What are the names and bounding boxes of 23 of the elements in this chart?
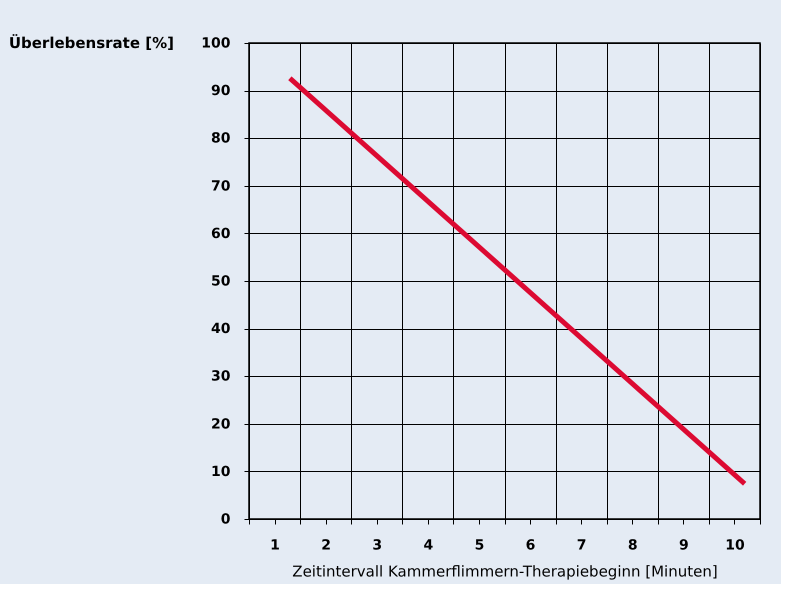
x-tick-label: 1 bbox=[270, 538, 280, 554]
y-tick-label: 60 bbox=[211, 226, 231, 242]
y-tick-label: 100 bbox=[201, 36, 231, 52]
y-tick-label: 20 bbox=[211, 416, 231, 432]
y-tick-label: 80 bbox=[211, 130, 231, 147]
y-tick-label: 40 bbox=[211, 321, 231, 338]
x-tick-label: 2 bbox=[321, 538, 332, 554]
y-tick-label: 90 bbox=[211, 83, 231, 100]
y-tick-label: 0 bbox=[220, 512, 231, 528]
y-axis-title: Überlebensrate [%] bbox=[8, 34, 174, 52]
x-tick-label: 8 bbox=[628, 538, 638, 554]
y-tick-label: 50 bbox=[211, 274, 231, 290]
x-tick-label: 9 bbox=[678, 538, 689, 554]
x-axis-title: Zeitintervall Kammerflimmern-Therapiebeginn [Minuten] bbox=[292, 562, 718, 580]
x-tick-label: 3 bbox=[372, 538, 382, 554]
x-tick-label: 10 bbox=[725, 538, 745, 554]
y-tick-label: 10 bbox=[211, 464, 231, 480]
x-tick-label: 7 bbox=[576, 538, 587, 554]
y-tick-label: 70 bbox=[211, 178, 231, 194]
y-tick-label: 30 bbox=[211, 368, 231, 385]
x-tick-label: 6 bbox=[526, 538, 536, 554]
x-tick-label: 4 bbox=[423, 538, 434, 554]
x-tick-label: 5 bbox=[474, 538, 484, 554]
